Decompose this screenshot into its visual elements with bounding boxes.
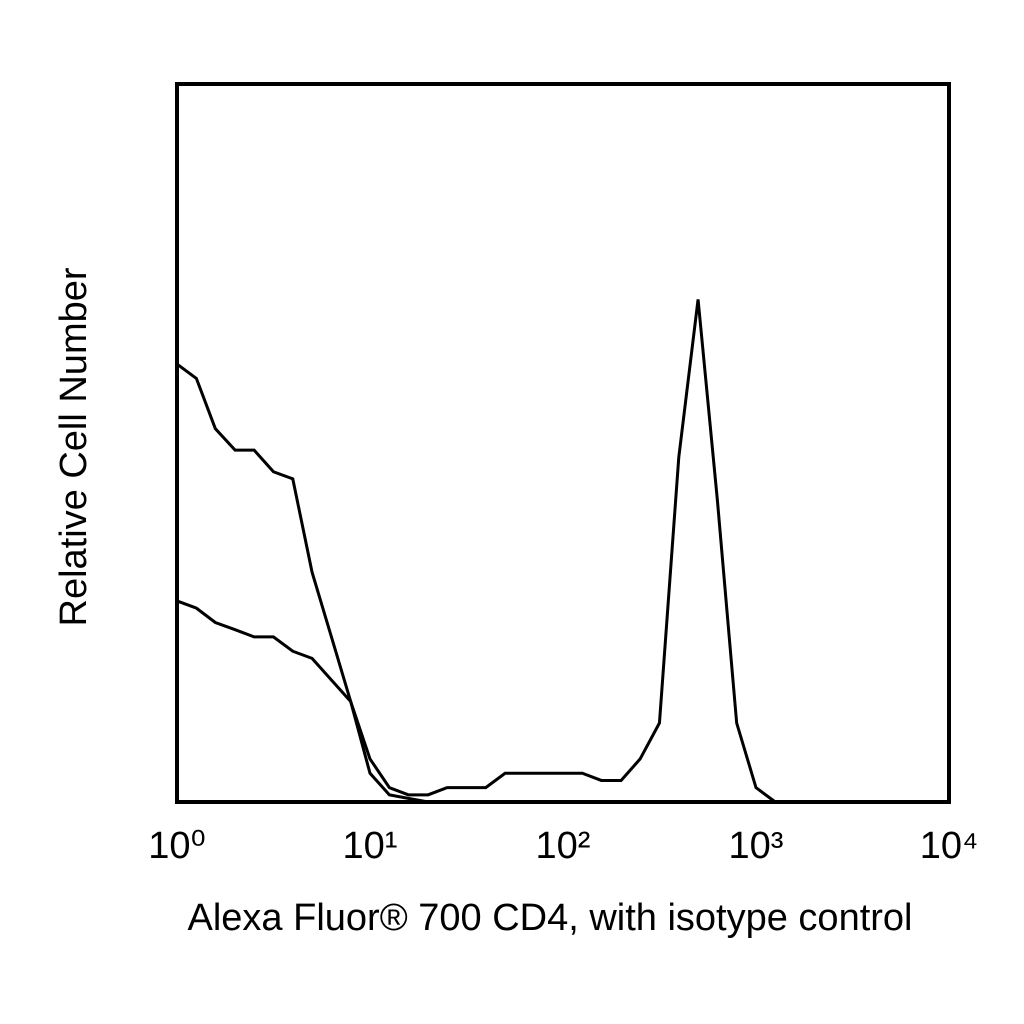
histogram-line: [176, 299, 777, 804]
x-tick-label: 10⁰: [148, 825, 206, 867]
histogram-line: [176, 599, 776, 804]
x-tick-label: 10²: [536, 825, 591, 867]
x-tick-label: 10⁴: [920, 825, 979, 867]
x-tick-label: 10³: [729, 825, 784, 867]
y-axis-label: Relative Cell Number: [53, 267, 95, 626]
x-axis-label: Alexa Fluor® 700 CD4, with isotype contr…: [188, 897, 913, 939]
x-tick-label: 10¹: [343, 825, 398, 867]
plot-frame: [175, 82, 951, 804]
